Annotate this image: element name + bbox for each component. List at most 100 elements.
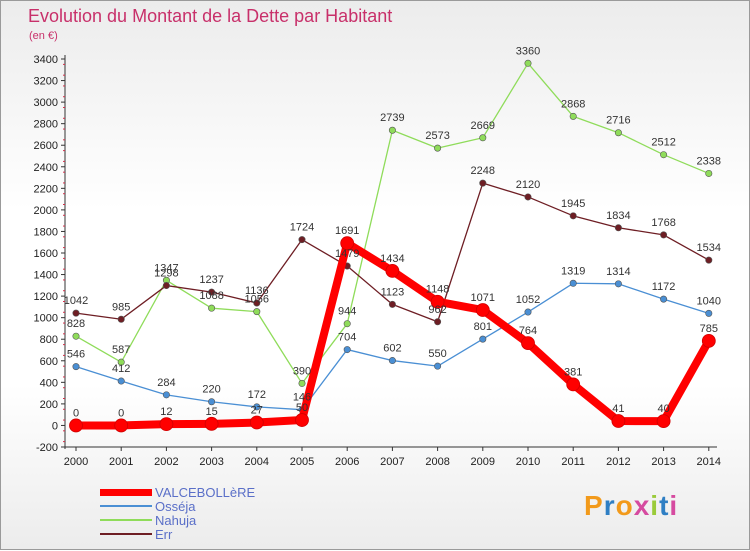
x-tick-label: 2002	[154, 456, 178, 468]
data-label: 1136	[245, 285, 269, 297]
data-point	[208, 304, 216, 312]
data-label: 1479	[335, 248, 359, 260]
y-tick-label: 2400	[34, 162, 58, 174]
data-label: 546	[67, 349, 85, 361]
data-point	[660, 295, 668, 303]
data-label: 962	[428, 304, 446, 316]
y-tick-label: 200	[40, 399, 58, 411]
data-point	[475, 303, 490, 317]
data-point	[434, 318, 442, 326]
data-point	[72, 332, 80, 340]
logo-letter: i	[650, 490, 660, 521]
y-tick-label: 600	[40, 356, 58, 368]
data-point	[253, 299, 261, 307]
data-label: 1319	[561, 265, 585, 277]
y-tick-label: 2800	[34, 119, 58, 131]
data-label: 2120	[516, 179, 540, 191]
data-point	[253, 403, 261, 411]
x-tick-label: 2013	[651, 456, 675, 468]
data-point	[434, 144, 442, 152]
proxiti-logo: Proxiti	[584, 490, 678, 522]
data-label: 1042	[64, 295, 88, 307]
x-tick-label: 2000	[64, 456, 88, 468]
y-tick-label: 1000	[34, 313, 58, 325]
data-label: 1347	[154, 262, 178, 274]
x-tick-label: 2004	[245, 456, 269, 468]
y-tick-label: 1800	[34, 226, 58, 238]
data-label: 2868	[561, 98, 585, 110]
data-label: 146	[293, 392, 311, 404]
data-label: 1691	[335, 225, 359, 237]
data-point	[298, 236, 306, 244]
data-label: 704	[338, 332, 356, 344]
data-label: 1314	[606, 266, 630, 278]
logo-letter: r	[603, 490, 616, 521]
data-label: 220	[202, 384, 220, 396]
data-point	[388, 357, 396, 365]
x-tick-label: 2011	[561, 456, 585, 468]
data-point	[162, 282, 170, 290]
data-point	[434, 362, 442, 370]
y-tick-label: 3000	[34, 97, 58, 109]
chart-title: Evolution du Montant de la Dette par Hab…	[28, 6, 393, 26]
data-label: 1056	[245, 294, 269, 306]
data-label: 1298	[154, 268, 178, 280]
data-point	[524, 193, 532, 201]
x-tick-label: 2008	[425, 456, 449, 468]
data-label: 2338	[697, 155, 721, 167]
data-point	[208, 398, 216, 406]
data-point	[388, 300, 396, 308]
data-point	[69, 418, 83, 433]
x-tick-label: 2007	[380, 456, 404, 468]
y-tick-label: 3400	[34, 54, 58, 66]
x-tick-label: 2006	[335, 456, 359, 468]
data-point	[524, 59, 532, 67]
data-point	[72, 363, 80, 371]
data-point	[705, 169, 713, 177]
data-point	[295, 413, 309, 427]
data-label: 550	[428, 348, 446, 360]
data-label: 1434	[380, 253, 404, 265]
data-label: 412	[112, 363, 130, 375]
x-tick-label: 2001	[109, 456, 133, 468]
data-label: 602	[383, 343, 401, 355]
data-label: 1071	[471, 292, 495, 304]
data-point	[569, 112, 577, 120]
logo-letter: i	[669, 490, 679, 521]
data-label: 1534	[697, 242, 721, 254]
data-point	[204, 416, 219, 431]
legend-swatch	[100, 533, 152, 535]
data-label: 1052	[516, 294, 540, 306]
data-point	[614, 129, 622, 137]
data-label: 944	[338, 306, 356, 318]
data-label: 41	[612, 403, 624, 415]
data-point	[298, 379, 306, 387]
data-label: 2716	[606, 115, 630, 127]
data-point	[524, 308, 532, 316]
data-point	[660, 151, 668, 159]
y-tick-label: 1200	[34, 291, 58, 303]
data-label: 381	[564, 366, 582, 378]
data-point	[705, 256, 713, 264]
data-label: 27	[251, 405, 263, 417]
logo-letter: t	[659, 490, 670, 521]
x-tick-label: 2012	[606, 456, 630, 468]
chart-subtitle: (en €)	[29, 30, 58, 42]
logo-letter: o	[615, 490, 634, 521]
data-label: 1768	[651, 217, 675, 229]
x-tick-label: 2014	[697, 456, 721, 468]
logo-letter: P	[584, 490, 604, 521]
data-point	[614, 224, 622, 232]
data-label: 12	[160, 406, 172, 418]
data-point	[340, 236, 355, 251]
data-label: 1724	[290, 222, 314, 234]
data-label: 2512	[651, 137, 675, 149]
x-tick-label: 2009	[471, 456, 495, 468]
y-tick-label: 0	[52, 420, 58, 432]
legend-swatch	[100, 488, 152, 496]
data-point	[569, 212, 577, 220]
data-point	[385, 263, 400, 278]
data-point	[159, 417, 174, 432]
logo-letter: x	[633, 490, 651, 521]
